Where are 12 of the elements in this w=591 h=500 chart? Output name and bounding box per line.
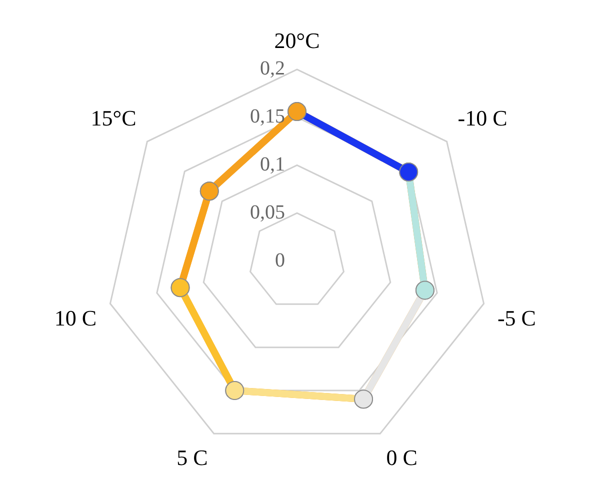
spoke-label: 20°C	[274, 28, 320, 53]
spoke-label: -10 C	[458, 105, 508, 130]
spoke-label: 15°C	[90, 105, 136, 130]
y-tick-label: 0,15	[250, 106, 285, 128]
y-tick-label: 0,1	[260, 153, 285, 176]
spoke-label: 10 C	[54, 306, 97, 331]
y-tick-label: 0,05	[250, 201, 285, 224]
spoke-label: -5 C	[497, 306, 536, 331]
y-tick-label: 0,2	[260, 58, 285, 80]
y-tick-label: 0	[275, 249, 285, 272]
spoke-label: 0 C	[386, 445, 418, 470]
spoke-label: 5 C	[176, 445, 208, 470]
